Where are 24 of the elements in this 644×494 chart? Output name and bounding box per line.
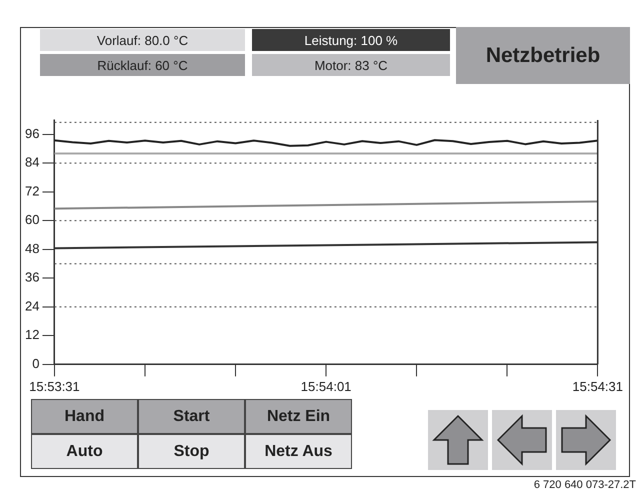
y-tick-label: 12 bbox=[24, 327, 40, 342]
y-tick-label: 48 bbox=[24, 240, 40, 256]
text: Leistung: 100 % bbox=[304, 32, 398, 48]
x-tick-label: 15:54:01 bbox=[300, 378, 352, 394]
text: Auto bbox=[66, 442, 103, 460]
y-tick-label: 0 bbox=[32, 356, 40, 371]
y-tick-label: 24 bbox=[24, 298, 40, 314]
text: Vorlauf: 80.0 °C bbox=[96, 32, 188, 48]
y-tick-label: 36 bbox=[24, 270, 40, 285]
y-tick-label: 84 bbox=[24, 154, 40, 170]
x-tick-label: 15:54:31 bbox=[572, 378, 624, 394]
x-tick-label: 15:53:31 bbox=[29, 378, 80, 394]
text: Rücklauf: 60 °C bbox=[97, 58, 188, 72]
y-tick-label: 60 bbox=[24, 212, 40, 228]
y-tick-label: 72 bbox=[24, 183, 40, 198]
text: Motor: 83 °C bbox=[314, 58, 388, 72]
text: 6 720 640 073-27.2T bbox=[534, 479, 636, 491]
text: Start bbox=[173, 408, 210, 426]
text: Netz Ein bbox=[266, 408, 330, 426]
text: Hand bbox=[64, 408, 104, 426]
text: Netz Aus bbox=[264, 442, 332, 460]
y-tick-label: 96 bbox=[24, 126, 40, 141]
text: Netzbetrieb bbox=[486, 44, 600, 68]
text: Stop bbox=[174, 442, 210, 460]
